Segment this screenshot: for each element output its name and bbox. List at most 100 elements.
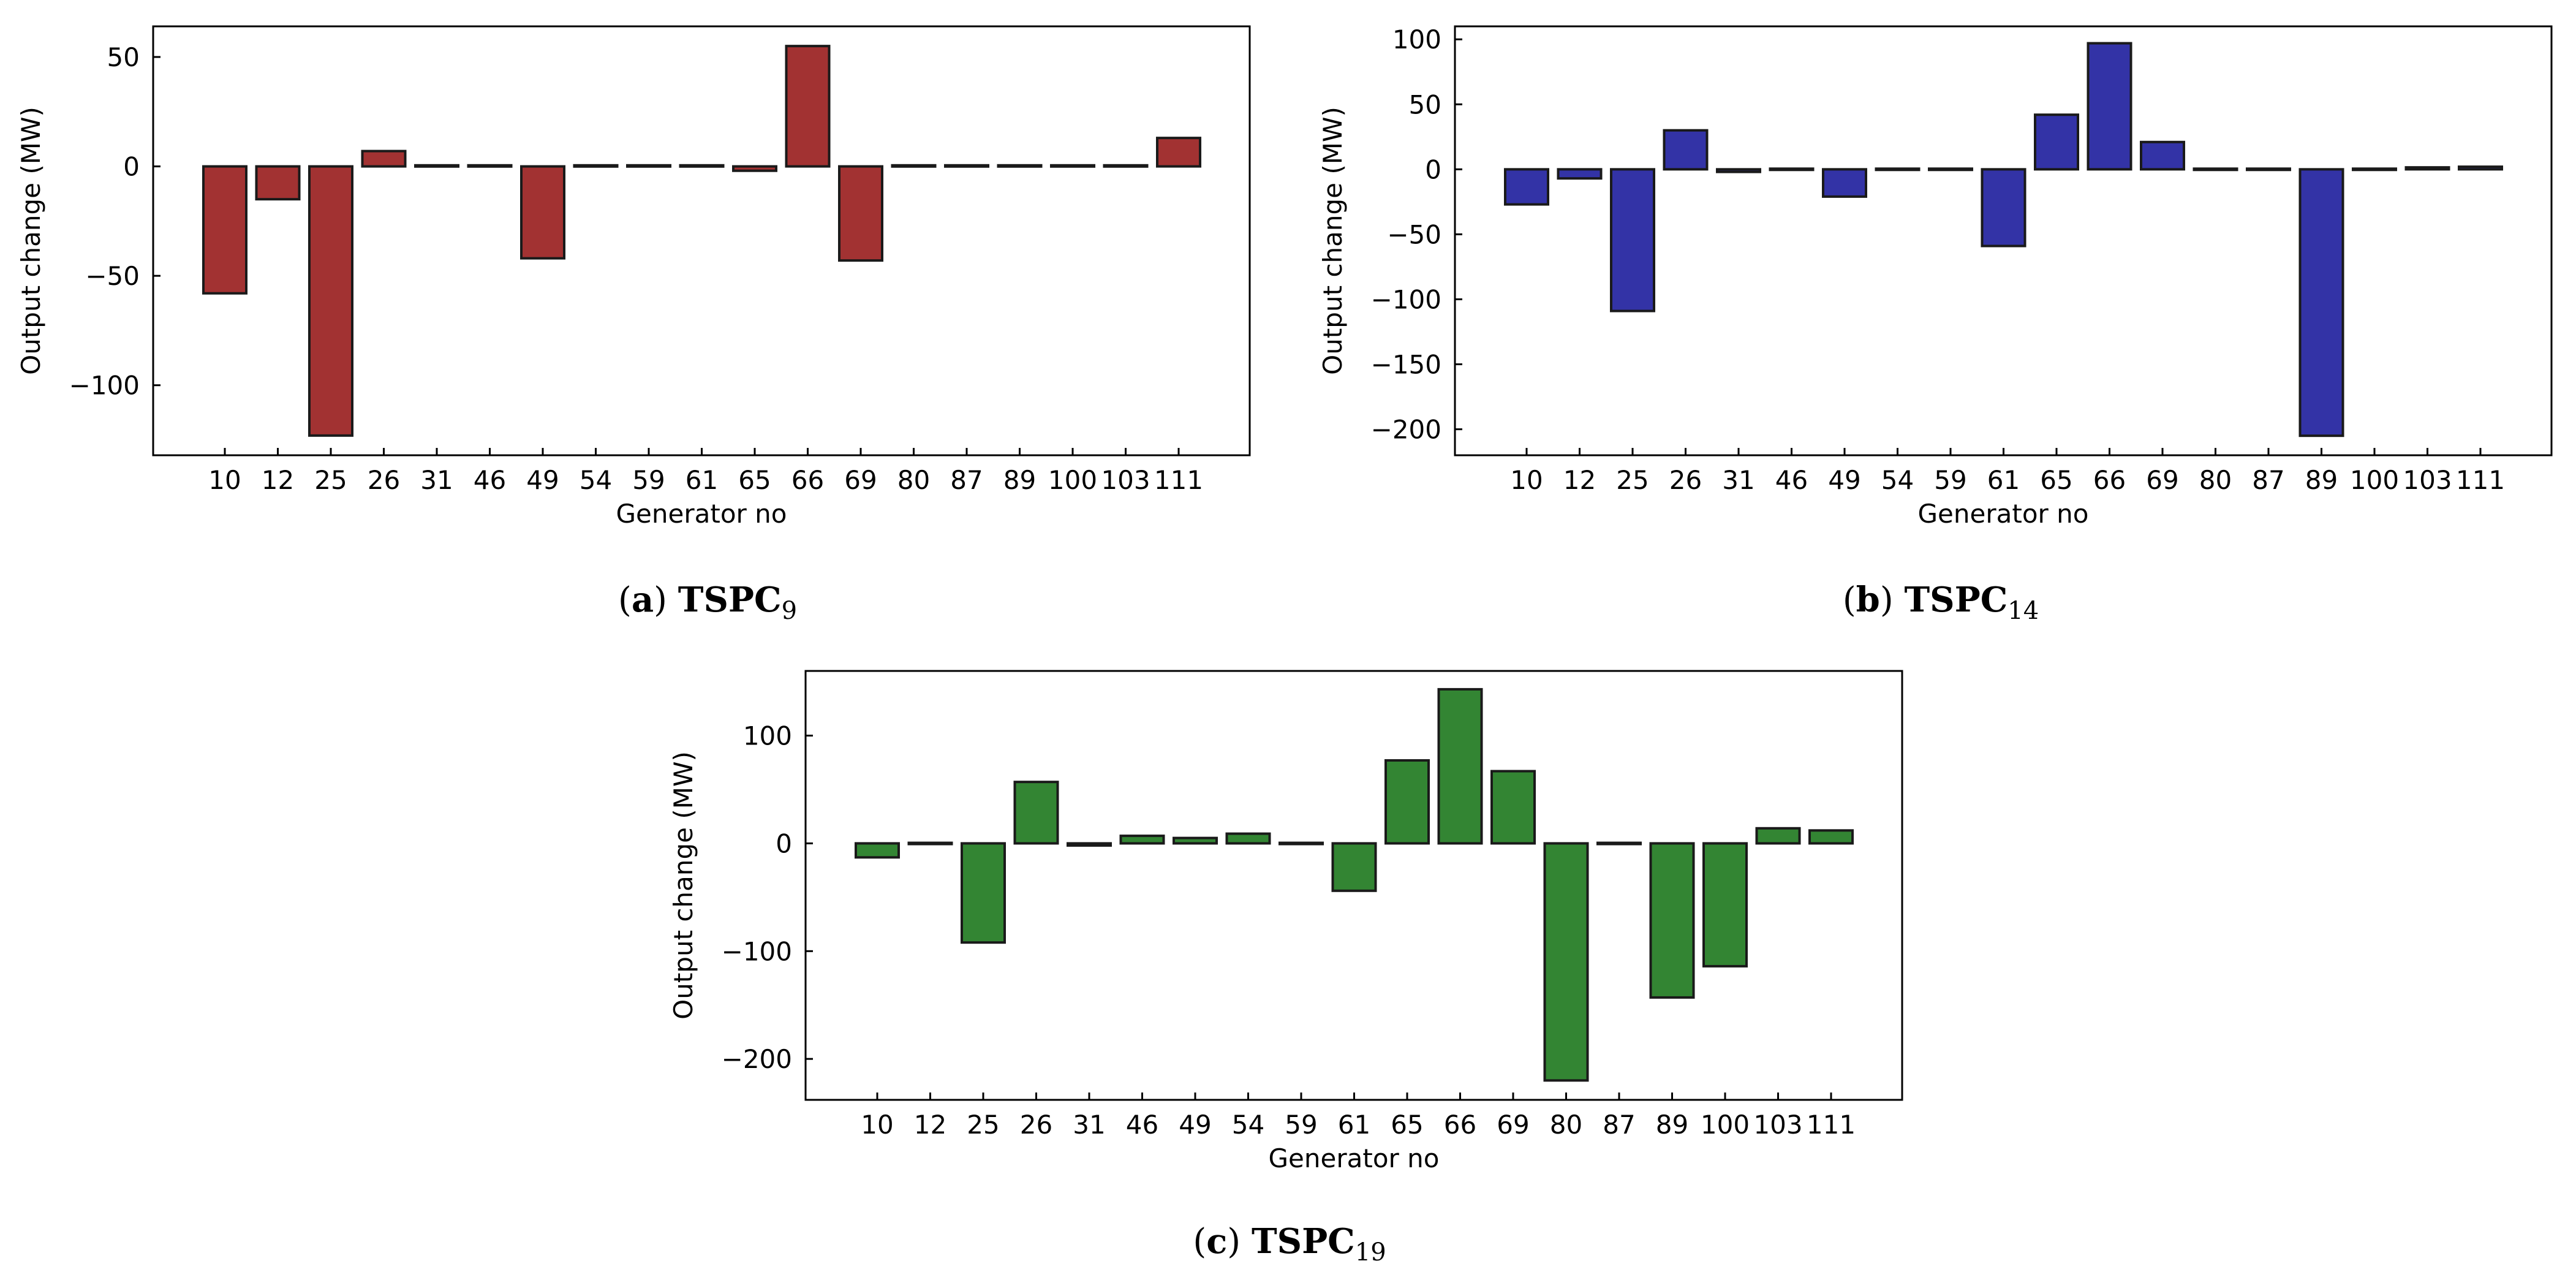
y-tick-label: −50 (1387, 219, 1441, 249)
bar-c-100 (1702, 842, 1748, 968)
y-axis-label-a: Output change (MW) (16, 107, 46, 375)
x-tick-label: 89 (1656, 1110, 1688, 1140)
y-tick-label: 50 (1409, 89, 1441, 119)
x-tick-label: 69 (2146, 465, 2178, 495)
x-tick-label: 25 (967, 1110, 999, 1140)
bar-c-25 (961, 842, 1006, 944)
bar-b-65 (2034, 113, 2079, 171)
x-tick-label: 80 (2199, 465, 2232, 495)
bar-b-54 (1875, 167, 1921, 172)
x-tick-label: 31 (420, 465, 453, 495)
bar-a-46 (467, 164, 513, 168)
caption-title: TSPC (1904, 580, 2008, 620)
x-tick-label: 103 (1101, 465, 1150, 495)
y-tick-label: −50 (85, 261, 140, 291)
bar-c-69 (1490, 770, 1536, 845)
x-tick-label: 46 (474, 465, 506, 495)
x-tick-label: 31 (1722, 465, 1754, 495)
x-tick-label: 100 (1048, 465, 1097, 495)
x-tick-label: 46 (1775, 465, 1808, 495)
x-tick-label: 26 (368, 465, 400, 495)
caption-subscript: 9 (782, 597, 797, 625)
bar-b-61 (1981, 168, 2026, 248)
x-tick-label: 12 (1563, 465, 1596, 495)
bar-c-46 (1119, 835, 1165, 845)
caption-letter: c (1206, 1221, 1227, 1262)
x-tick-label: 89 (1003, 465, 1036, 495)
x-tick-label: 65 (738, 465, 771, 495)
x-tick-label: 26 (1669, 465, 1702, 495)
x-tick-label: 54 (1881, 465, 1914, 495)
x-tick-label: 49 (1828, 465, 1860, 495)
caption-label: ( (1843, 580, 1856, 620)
x-tick-label: 103 (1753, 1110, 1802, 1140)
caption-letter: b (1856, 580, 1880, 620)
y-axis-b: 100 50 0 −50 −100 −150 −200 (1371, 25, 1462, 445)
y-tick-label: −200 (722, 1044, 792, 1074)
x-tick-label: 87 (950, 465, 983, 495)
x-tick-label: 26 (1020, 1110, 1052, 1140)
x-tick-label: 54 (580, 465, 612, 495)
bar-c-66 (1437, 687, 1483, 845)
bar-a-26 (361, 150, 407, 168)
x-axis-label-b: Generator no (1918, 499, 2089, 529)
bar-a-61 (679, 164, 725, 168)
y-axis-label-b: Output change (MW) (1318, 107, 1348, 375)
x-tick-label: 100 (2350, 465, 2399, 495)
chart-panel-c: 100 0 −100 −200 10 12 25 26 31 46 49 54 59 61 65 66 69 80… (668, 670, 1903, 1267)
y-axis-c: 100 0 −100 −200 (722, 721, 813, 1074)
bar-c-111 (1808, 829, 1854, 845)
x-axis-c: 10 12 25 26 31 46 49 54 59 61 65 66 69 80 87 89 100 103 11… (861, 1093, 1856, 1140)
bar-b-80 (2193, 167, 2238, 172)
y-tick-label: −100 (722, 936, 792, 966)
x-tick-label: 12 (262, 465, 294, 495)
bar-b-111 (2458, 165, 2503, 171)
bar-c-31 (1067, 842, 1112, 847)
x-tick-label: 61 (1338, 1110, 1370, 1140)
bar-c-80 (1543, 842, 1589, 1082)
caption-title: TSPC (1252, 1221, 1355, 1262)
y-tick-label: 0 (1425, 154, 1441, 184)
caption-label: ) (1227, 1222, 1252, 1262)
bar-c-49 (1173, 836, 1218, 845)
x-axis-b: 10 12 25 26 31 46 49 54 59 61 65 66 69 80 87 89 100 103 11… (1510, 448, 2505, 495)
x-tick-label: 103 (2403, 465, 2452, 495)
bar-c-10 (855, 842, 900, 859)
caption-c: (c) TSPC19 (1193, 1221, 1386, 1267)
x-tick-label: 61 (1987, 465, 2020, 495)
x-tick-label: 111 (2456, 465, 2505, 495)
y-tick-label: 50 (107, 42, 140, 72)
x-tick-label: 61 (686, 465, 718, 495)
bars-c (855, 687, 1854, 1082)
y-tick-label: −100 (1371, 284, 1441, 314)
bar-b-69 (2140, 140, 2185, 171)
bar-b-49 (1822, 168, 1867, 198)
bar-b-100 (2352, 167, 2397, 172)
x-tick-label: 66 (2093, 465, 2126, 495)
y-tick-label: 0 (776, 828, 792, 858)
bar-a-59 (626, 164, 671, 168)
x-tick-label: 100 (1701, 1110, 1750, 1140)
caption-label: ( (1193, 1222, 1206, 1262)
x-tick-label: 87 (1603, 1110, 1635, 1140)
caption-subscript: 14 (2008, 597, 2039, 625)
bar-c-87 (1596, 841, 1642, 846)
bar-a-49 (520, 165, 565, 260)
caption-label: ) (654, 580, 678, 620)
bar-a-111 (1156, 137, 1201, 168)
bar-b-31 (1716, 168, 1761, 173)
bar-c-65 (1384, 759, 1430, 845)
bar-b-25 (1610, 168, 1655, 312)
x-axis-a: 10 12 25 26 31 46 49 54 59 61 65 66 69 80 87 89 100 103 11… (208, 448, 1203, 495)
x-tick-label: 59 (1285, 1110, 1317, 1140)
bar-a-65 (732, 165, 777, 172)
x-tick-label: 59 (1934, 465, 1966, 495)
y-tick-label: 100 (1392, 25, 1441, 55)
x-tick-label: 10 (861, 1110, 893, 1140)
bar-c-54 (1225, 832, 1271, 845)
x-tick-label: 59 (632, 465, 665, 495)
bar-b-26 (1663, 129, 1709, 171)
x-axis-label-c: Generator no (1269, 1143, 1440, 1173)
x-axis-label-a: Generator no (616, 499, 787, 529)
x-tick-label: 46 (1126, 1110, 1158, 1140)
